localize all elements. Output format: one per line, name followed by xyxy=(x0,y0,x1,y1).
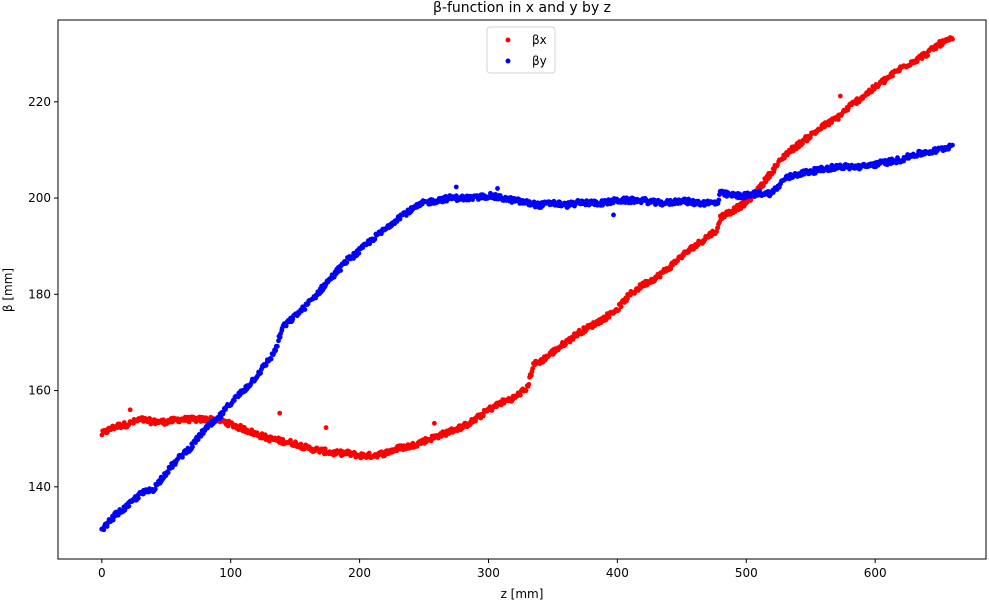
point-bx xyxy=(625,296,630,301)
legend-label-by: βy xyxy=(532,54,547,68)
point-by xyxy=(190,444,195,450)
point-bx xyxy=(446,431,452,436)
point-bx xyxy=(919,56,925,61)
points-layer xyxy=(99,35,955,533)
point-by xyxy=(268,356,274,362)
point-bx xyxy=(530,366,535,371)
point-by xyxy=(338,268,344,273)
point-bx xyxy=(323,425,329,431)
point-by xyxy=(611,212,616,218)
point-by xyxy=(152,486,158,492)
point-bx xyxy=(480,413,486,419)
point-bx xyxy=(714,229,719,234)
point-by xyxy=(397,216,403,222)
point-bx xyxy=(528,372,534,378)
point-bx xyxy=(675,258,681,264)
x-tick-label: 0 xyxy=(98,566,106,580)
point-bx xyxy=(807,134,813,140)
legend-marker-bx xyxy=(505,37,511,43)
y-tick-label: 160 xyxy=(28,384,51,398)
point-bx xyxy=(121,420,127,425)
point-by xyxy=(950,142,955,148)
point-by xyxy=(273,347,279,353)
point-by xyxy=(277,334,283,340)
point-by xyxy=(290,316,296,322)
point-bx xyxy=(715,225,721,231)
point-bx xyxy=(890,73,895,79)
point-bx xyxy=(616,307,621,313)
y-tick-label: 220 xyxy=(28,95,51,109)
y-tick-label: 140 xyxy=(28,480,51,494)
point-by xyxy=(302,307,308,312)
legend: βx βy xyxy=(486,26,556,74)
point-by xyxy=(165,470,171,476)
point-by xyxy=(135,495,141,501)
chart-title: β-function in x and y by z xyxy=(433,0,611,16)
legend-label-bx: βx xyxy=(532,33,547,47)
point-bx xyxy=(606,314,612,320)
point-bx xyxy=(523,388,529,394)
point-bx xyxy=(829,120,835,125)
point-bx xyxy=(668,266,674,272)
point-bx xyxy=(950,36,955,42)
point-by xyxy=(344,260,350,265)
x-tick-label: 300 xyxy=(477,566,500,580)
point-by xyxy=(258,370,264,376)
point-by xyxy=(169,465,175,470)
plot-area xyxy=(57,19,987,560)
point-bx xyxy=(518,392,523,398)
point-by xyxy=(356,250,362,256)
x-tick-label: 600 xyxy=(864,566,887,580)
point-bx xyxy=(657,274,663,280)
point-by xyxy=(122,507,128,513)
y-axis-label: β [mm] xyxy=(1,268,15,312)
point-by xyxy=(126,503,132,509)
point-by xyxy=(180,454,185,460)
y-tick-label: 200 xyxy=(28,191,51,205)
point-bx xyxy=(298,441,304,447)
point-by xyxy=(716,197,722,203)
point-by xyxy=(495,186,500,191)
point-bx xyxy=(277,410,283,416)
point-bx xyxy=(431,420,437,426)
legend-frame xyxy=(486,26,556,74)
point-by xyxy=(195,437,201,442)
y-tick-label: 180 xyxy=(28,287,51,301)
point-bx xyxy=(526,381,532,387)
ticks-layer: 0 100 200 300 400 500 600 140 160 180 200 220 xyxy=(28,95,887,580)
point-bx xyxy=(837,93,843,99)
point-bx xyxy=(800,141,805,146)
point-by xyxy=(372,236,378,242)
x-tick-label: 200 xyxy=(348,566,371,580)
point-bx xyxy=(127,407,133,413)
point-bx xyxy=(835,117,841,122)
point-bx xyxy=(563,342,568,347)
point-by xyxy=(283,323,289,329)
x-axis-label: z [mm] xyxy=(501,587,544,601)
point-bx xyxy=(925,53,931,58)
x-tick-label: 500 xyxy=(735,566,758,580)
legend-marker-by xyxy=(505,58,511,64)
point-bx xyxy=(618,304,624,310)
x-tick-label: 100 xyxy=(219,566,242,580)
point-bx xyxy=(322,446,328,452)
point-by xyxy=(453,184,459,190)
point-by xyxy=(104,524,110,529)
point-by xyxy=(274,343,280,349)
x-tick-label: 400 xyxy=(606,566,629,580)
